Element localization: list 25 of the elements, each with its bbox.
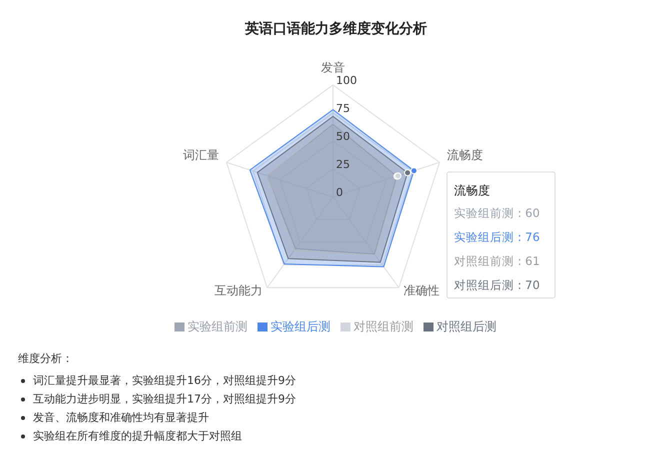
text: 发音、流畅度和准确性均有显著提升	[33, 411, 209, 424]
y-tick-label: 25	[336, 158, 350, 172]
category-label: 流畅度	[454, 183, 490, 198]
legend-label: 实验组后测	[270, 319, 330, 334]
chart-title: 英语口语能力多维度变化分析	[244, 20, 427, 37]
spoke-label: 发音	[321, 60, 345, 74]
y-tick-label: 50	[336, 130, 350, 144]
spoke-label: 准确性	[404, 283, 440, 298]
text: 互动能力进步明显，实验组提升17分，对照组提升9分	[33, 392, 296, 406]
y-tick-label: 100	[336, 74, 357, 88]
text: 词汇量提升最显著，实验组提升16分，对照组提升9分	[33, 374, 296, 388]
legend-label: 对照组后测	[436, 319, 496, 334]
text: 对照组前测 : 61	[454, 254, 540, 268]
text: 实验组在所有维度的提升幅度都大于对照组	[33, 430, 242, 443]
text: 实验组前测 : 60	[454, 206, 540, 220]
y-tick-label: 0	[336, 186, 343, 200]
spoke-label: 流畅度	[447, 148, 484, 162]
y-tick-label: 75	[336, 102, 350, 116]
text: 对照组后测 : 70	[454, 278, 540, 292]
spoke-label: 互动能力	[214, 283, 262, 298]
spoke-label: 词汇量	[182, 148, 219, 162]
text: 维度分析：	[18, 352, 73, 366]
legend-label: 实验组前测	[188, 319, 248, 334]
legend-label: 对照组前测	[354, 319, 414, 334]
text: 实验组后测 : 76	[454, 230, 540, 244]
